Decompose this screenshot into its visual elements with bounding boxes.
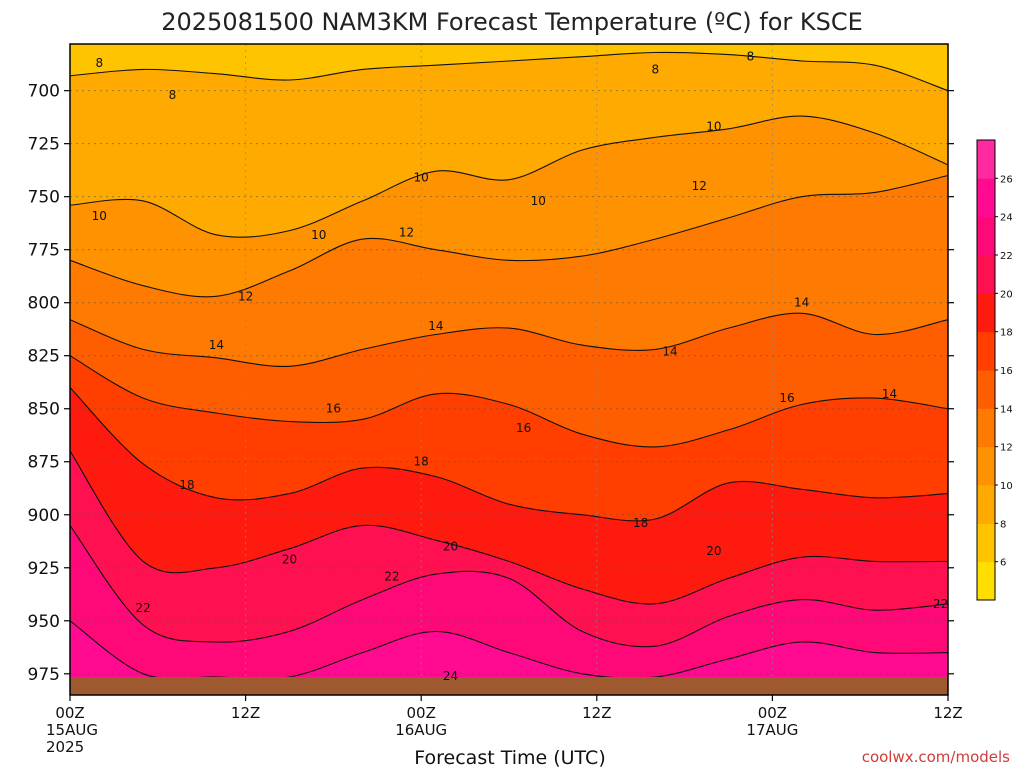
contour-label: 16 [779, 391, 794, 405]
y-tick-label: 875 [28, 453, 60, 473]
colorbar-swatch [977, 178, 995, 218]
colorbar-label: 22 [1000, 251, 1013, 262]
colorbar-swatch [977, 446, 995, 486]
colorbar-swatch [977, 408, 995, 448]
contour-label: 10 [414, 171, 429, 185]
x-tick-label: 15AUG [46, 721, 98, 739]
contour-label: 14 [662, 344, 677, 358]
contour-line [69, 525, 949, 648]
fill-band [70, 44, 948, 238]
y-tick-label: 925 [28, 559, 60, 579]
y-tick-label: 825 [28, 347, 60, 367]
contour-label: 20 [282, 552, 297, 566]
contour-line [69, 312, 949, 368]
y-tick-label: 700 [28, 82, 60, 102]
contour-line [69, 620, 949, 680]
colorbar-swatch [977, 140, 995, 179]
y-tick-label: 750 [28, 188, 60, 208]
contour-label: 20 [706, 544, 721, 558]
colorbar-swatch [977, 331, 995, 371]
contour-line [69, 51, 949, 92]
x-tick-label: 16AUG [395, 721, 447, 739]
colorbar-label: 10 [1000, 481, 1013, 492]
contour-label: 22 [933, 597, 948, 611]
contour-line [69, 450, 949, 605]
x-tick-label: 00Z [55, 704, 84, 722]
plot-frame [69, 43, 949, 696]
contour-label: 14 [428, 319, 443, 333]
contour-label: 18 [414, 455, 429, 469]
fill-band [70, 44, 948, 91]
colorbar-label: 8 [1000, 519, 1006, 530]
colorbar-swatch [977, 216, 995, 256]
y-tick-label: 950 [28, 612, 60, 632]
x-tick-label: 12Z [231, 704, 260, 722]
colorbar-label: 6 [1000, 558, 1006, 569]
contour-label: 22 [384, 569, 399, 583]
colorbar-label: 24 [1000, 213, 1013, 224]
contour-label: 8 [95, 56, 103, 70]
x-tick-label: 00Z [407, 704, 436, 722]
y-tick-label: 975 [28, 665, 60, 685]
y-tick-label: 800 [28, 294, 60, 314]
contour-label: 16 [326, 402, 341, 416]
x-tick-label: 12Z [933, 704, 962, 722]
contour-label: 10 [92, 209, 107, 223]
y-tick-label: 900 [28, 506, 60, 526]
contour-label: 8 [652, 62, 660, 76]
plot-area: 8 8 8 8 10 10 10 10 10 12 12 12 14 14 14 14 14 16 16 16 18 18… [69, 43, 949, 696]
contour-label: 20 [443, 540, 458, 554]
colorbar-swatch [977, 370, 995, 409]
y-axis: 700 725 750 775 800 825 850 875 900 925 950 975 [28, 82, 954, 685]
contour-line [69, 174, 949, 298]
colorbar-label: 16 [1000, 366, 1013, 377]
contour-label: 18 [633, 516, 648, 530]
colorbar-swatch [977, 485, 995, 524]
colorbar-swatch [977, 561, 995, 601]
y-tick-label: 850 [28, 400, 60, 420]
contour-line [69, 387, 949, 522]
contour-label: 14 [794, 296, 809, 310]
contour-label: 14 [882, 387, 897, 401]
colorbar: 6 8 10 12 14 16 18 20 22 24 26 [976, 139, 1013, 601]
contour-label: 10 [311, 228, 326, 242]
colorbar-label: 26 [1000, 174, 1013, 185]
contour-label: 10 [531, 194, 546, 208]
x-tick-label: 17AUG [746, 721, 798, 739]
contour-label: 8 [747, 50, 755, 64]
x-tick-label: 12Z [582, 704, 611, 722]
ground-surface [70, 677, 948, 695]
contour-line [69, 355, 949, 448]
contour-label: 14 [209, 338, 224, 352]
contour-label: 16 [516, 421, 531, 435]
x-axis-label: Forecast Time (UTC) [414, 747, 605, 768]
contour-label: 8 [169, 88, 177, 102]
x-tick-label: 00Z [758, 704, 787, 722]
x-tick-label: 2025 [46, 738, 84, 756]
contour-label: 22 [136, 601, 151, 615]
colorbar-swatch [977, 523, 995, 563]
contour-label: 24 [443, 669, 458, 683]
contour-label: 12 [692, 179, 707, 193]
contour-label: 18 [179, 478, 194, 492]
contour-label: 12 [238, 289, 253, 303]
contour-label: 10 [706, 120, 721, 134]
colorbar-label: 20 [1000, 289, 1013, 300]
colorbar-label: 12 [1000, 443, 1013, 454]
colorbar-swatch [977, 293, 995, 333]
y-tick-label: 775 [28, 241, 60, 261]
contour-label: 12 [399, 226, 414, 240]
colorbar-label: 14 [1000, 404, 1013, 415]
colorbar-swatch [977, 255, 995, 294]
credit-text[interactable]: coolwx.com/models [862, 748, 1010, 766]
chart-title: 2025081500 NAM3KM Forecast Temperature (… [161, 8, 863, 36]
contour-line [69, 115, 949, 238]
y-tick-label: 725 [28, 135, 60, 155]
colorbar-label: 18 [1000, 328, 1013, 339]
